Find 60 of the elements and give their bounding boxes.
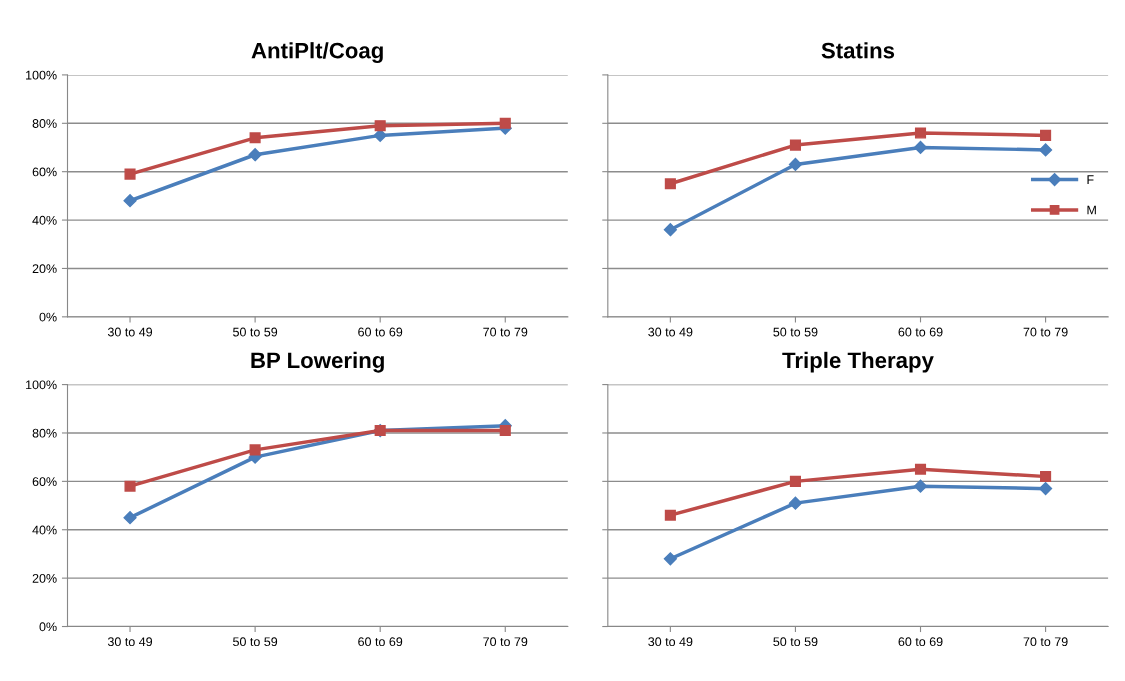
chart-title: BP Lowering bbox=[251, 351, 384, 373]
y-tick-label: 60% bbox=[32, 477, 57, 487]
point bbox=[499, 117, 511, 129]
x-tick-label: 50 to 59 bbox=[233, 637, 278, 647]
y-tick-label: 20% bbox=[32, 573, 57, 583]
y-tick-label: 60% bbox=[32, 167, 57, 177]
x-tick-label: 30 to 49 bbox=[107, 327, 153, 337]
point bbox=[374, 120, 386, 132]
x-tick-label: 70 to 79 bbox=[1023, 327, 1068, 337]
y-tick-label: 100% bbox=[26, 70, 57, 80]
x-tick-label: 30 to 49 bbox=[648, 637, 693, 647]
point bbox=[249, 444, 261, 456]
point bbox=[124, 168, 136, 180]
point bbox=[123, 194, 137, 208]
y-tick-label: 40% bbox=[32, 525, 57, 535]
chart-title: Triple Therapy bbox=[782, 351, 934, 373]
point bbox=[124, 480, 136, 492]
point bbox=[789, 475, 801, 487]
point bbox=[788, 496, 803, 510]
point bbox=[913, 479, 928, 493]
point bbox=[914, 127, 927, 139]
legend-label: M bbox=[1087, 205, 1096, 215]
x-tick-label: 60 to 69 bbox=[358, 637, 403, 647]
point bbox=[499, 424, 511, 437]
point bbox=[788, 157, 803, 172]
point bbox=[663, 552, 677, 566]
point bbox=[789, 139, 801, 151]
point bbox=[1040, 470, 1052, 483]
legend-label: F bbox=[1087, 175, 1094, 184]
y-tick-label: 0% bbox=[39, 312, 57, 322]
point bbox=[913, 140, 928, 155]
point bbox=[1038, 143, 1053, 157]
y-tick-label: 0% bbox=[39, 622, 57, 632]
point bbox=[664, 178, 676, 190]
y-tick-label: 80% bbox=[32, 428, 57, 438]
x-tick-label: 50 to 59 bbox=[773, 637, 818, 647]
y-tick-label: 100% bbox=[26, 380, 57, 390]
x-tick-label: 60 to 69 bbox=[358, 327, 403, 337]
x-tick-label: 50 to 59 bbox=[233, 327, 278, 337]
point bbox=[664, 509, 676, 521]
point bbox=[249, 132, 261, 144]
y-tick-label: 80% bbox=[32, 119, 57, 128]
x-tick-label: 60 to 69 bbox=[898, 327, 943, 337]
chart-title: Statins bbox=[821, 42, 895, 59]
point bbox=[248, 148, 262, 162]
x-tick-label: 70 to 79 bbox=[1023, 637, 1068, 647]
chart-title: AntiPlt/Coag bbox=[251, 42, 383, 63]
y-tick-label: 20% bbox=[32, 264, 57, 274]
point bbox=[123, 511, 137, 525]
x-tick-label: 60 to 69 bbox=[898, 637, 943, 647]
point bbox=[914, 463, 927, 475]
y-tick-label: 40% bbox=[32, 215, 57, 225]
point bbox=[1038, 482, 1053, 496]
point bbox=[663, 223, 677, 237]
point bbox=[1040, 129, 1052, 141]
x-tick-label: 30 to 49 bbox=[107, 637, 153, 647]
x-tick-label: 70 to 79 bbox=[483, 637, 528, 647]
x-tick-label: 70 to 79 bbox=[483, 327, 528, 337]
x-tick-label: 50 to 59 bbox=[773, 327, 818, 337]
x-tick-label: 30 to 49 bbox=[648, 327, 693, 337]
